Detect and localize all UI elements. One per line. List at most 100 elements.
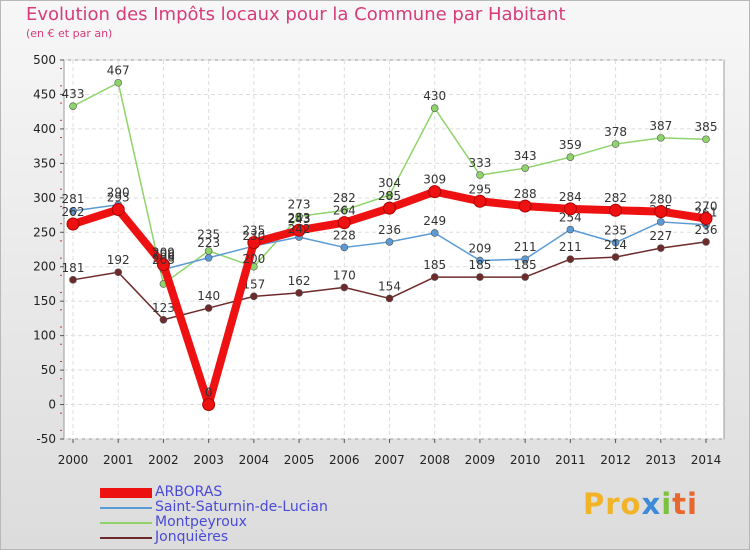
data-point — [476, 171, 484, 179]
data-label-extra: 242 — [288, 222, 311, 236]
data-label: 181 — [62, 261, 85, 275]
data-label: 209 — [468, 242, 491, 256]
data-label: 290 — [107, 186, 130, 200]
data-label: 254 — [559, 211, 582, 225]
data-point — [702, 238, 710, 246]
data-point — [295, 289, 303, 297]
data-label: 264 — [333, 204, 356, 218]
data-point — [656, 218, 665, 226]
data-label: 157 — [242, 277, 265, 291]
x-tick-label: 2007 — [374, 453, 405, 467]
x-tick-label: 2001 — [103, 453, 134, 467]
data-label: 0 — [205, 386, 213, 400]
legend-label-montpeyroux: Montpeyroux — [155, 514, 247, 530]
data-point — [702, 135, 710, 144]
y-tick-label: 350 — [33, 156, 56, 170]
data-label: 304 — [378, 176, 401, 190]
data-label: 236 — [695, 223, 718, 237]
y-tick-label: 200 — [33, 260, 56, 274]
legend-swatch-montpeyroux — [100, 522, 152, 524]
y-tick-label: 300 — [33, 191, 56, 205]
data-label: 211 — [514, 240, 537, 254]
data-label-extra: 203 — [152, 253, 175, 267]
data-label: 227 — [649, 229, 672, 243]
data-point — [292, 223, 306, 237]
data-label: 285 — [378, 189, 401, 203]
data-label: 467 — [107, 64, 130, 78]
data-point — [654, 205, 668, 219]
data-label-extra: 235 — [197, 228, 220, 242]
legend-swatch-saint-saturnin — [100, 507, 152, 509]
data-label: 253 — [288, 211, 311, 225]
data-label: 140 — [197, 289, 220, 303]
data-point — [114, 78, 123, 87]
data-point — [566, 255, 575, 263]
data-label: 185 — [468, 258, 491, 272]
data-label: 235 — [604, 224, 627, 238]
data-point — [656, 244, 665, 252]
y-tick-label: 100 — [33, 329, 56, 343]
y-tick-label: 0 — [48, 398, 56, 412]
data-label: 430 — [423, 89, 446, 103]
data-point — [340, 243, 349, 252]
data-label: 282 — [333, 191, 356, 205]
data-point — [204, 253, 213, 262]
data-label-extra: 243 — [288, 212, 311, 226]
data-label-extra: 223 — [197, 236, 220, 250]
data-point — [156, 258, 170, 272]
data-label: 211 — [559, 240, 582, 254]
data-point — [611, 253, 620, 261]
data-point — [337, 216, 351, 230]
data-label: 270 — [695, 199, 718, 213]
x-tick-label: 2014 — [691, 453, 722, 467]
data-point — [428, 185, 442, 199]
data-label: 293 — [107, 191, 130, 205]
plot-area — [63, 59, 725, 440]
chart-title: Evolution des Impôts locaux pour la Comm… — [26, 4, 566, 25]
y-tick-label: 150 — [33, 294, 56, 308]
data-label: 309 — [423, 173, 446, 187]
x-tick-label: 2012 — [600, 453, 631, 467]
data-point — [521, 273, 529, 281]
data-label: 262 — [62, 205, 85, 219]
x-tick-label: 2006 — [329, 453, 360, 467]
data-label: 228 — [333, 228, 356, 242]
data-point — [656, 134, 665, 142]
data-label-extra: 206 — [152, 248, 175, 262]
y-tick-label: 500 — [33, 53, 56, 67]
chart-subtitle: (en € et par an) — [26, 27, 113, 40]
data-label: 214 — [604, 238, 627, 252]
legend-swatch-jonquieres — [100, 537, 152, 539]
x-tick-label: 2009 — [465, 453, 496, 467]
data-point — [476, 273, 484, 281]
data-label: 387 — [649, 119, 672, 133]
data-point — [563, 202, 577, 216]
x-tick-label: 2010 — [510, 453, 541, 467]
data-label-extra: 230 — [242, 229, 265, 243]
x-tick-label: 2000 — [58, 453, 89, 467]
data-label: 185 — [423, 258, 446, 272]
data-label: 154 — [378, 279, 401, 293]
data-point — [611, 238, 620, 247]
legend-label-saint-saturnin: Saint-Saturnin-de-Lucian — [155, 499, 328, 515]
x-tick-label: 2003 — [193, 453, 224, 467]
data-point — [340, 283, 349, 292]
x-tick-label: 2005 — [284, 453, 315, 467]
data-point — [69, 276, 77, 284]
y-tick-label: 450 — [33, 87, 56, 101]
y-tick-label: -50 — [36, 432, 56, 446]
data-point — [69, 102, 77, 110]
proxiti-logo: Proxiti — [583, 487, 698, 521]
data-point — [111, 203, 125, 217]
data-label: 295 — [468, 182, 491, 196]
data-point — [609, 203, 623, 217]
data-point — [340, 206, 349, 215]
data-point — [204, 304, 213, 312]
data-label: 209 — [152, 246, 175, 260]
data-point — [295, 212, 303, 221]
data-point — [476, 256, 484, 265]
data-label: 249 — [423, 214, 446, 228]
y-tick-label: 250 — [33, 225, 56, 239]
data-point — [518, 199, 532, 213]
